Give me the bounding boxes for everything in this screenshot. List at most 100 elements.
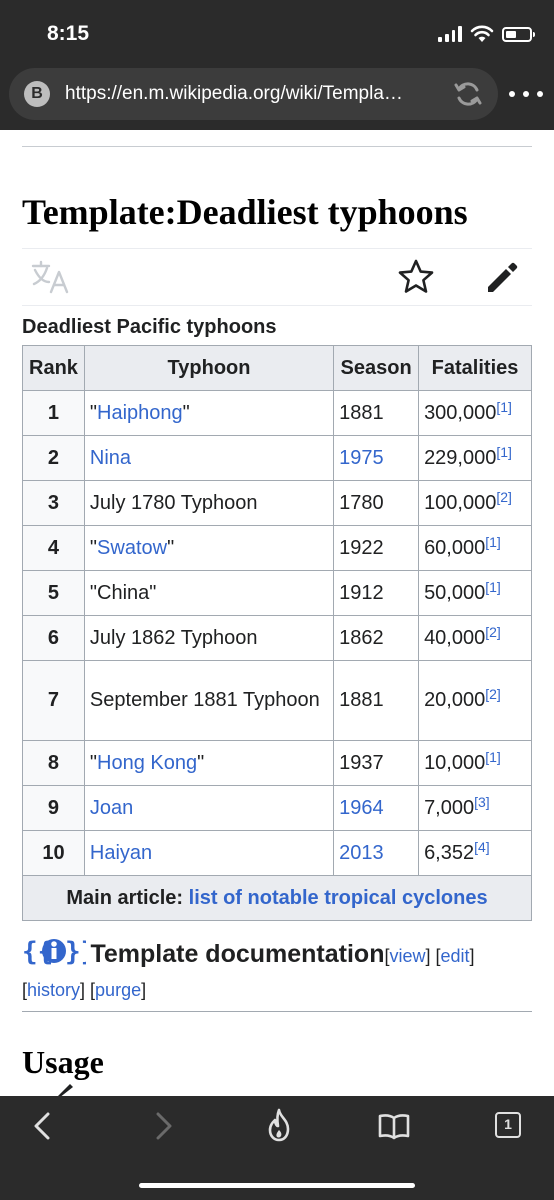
battery-icon	[502, 26, 535, 42]
season-link[interactable]: 2013	[339, 841, 384, 864]
season-cell: 1964	[333, 785, 420, 831]
rank-cell: 4	[22, 525, 85, 571]
more-dots-icon[interactable]	[509, 81, 543, 107]
doc-edit-link[interactable]: edit	[440, 946, 470, 966]
main-article-cell: Main article: list of notable tropical c…	[22, 875, 532, 921]
table-footer-row: Main article: list of notable tropical c…	[22, 875, 532, 921]
site-badge: B	[24, 81, 50, 107]
flame-icon[interactable]	[264, 1108, 294, 1142]
divider	[22, 248, 532, 249]
doc-links: [view] [edit]	[384, 946, 475, 966]
season-cell: 1937	[333, 740, 420, 786]
doc-view-link[interactable]: view	[389, 946, 426, 966]
divider	[22, 305, 532, 306]
typhoon-cell: "Swatow"	[83, 525, 335, 571]
divider	[22, 146, 532, 147]
rank-cell: 8	[22, 740, 85, 786]
table-row: 5 "China" 1912 50,000[1]	[22, 570, 532, 616]
doc-links-line2: [history] [purge]	[22, 980, 147, 1000]
typhoon-link[interactable]: Haiphong	[97, 401, 183, 424]
documentation-header: {{ }} Template documentation[view] [edit…	[22, 934, 475, 969]
reference-link[interactable]: [1]	[485, 748, 501, 765]
rank-cell: 6	[22, 615, 85, 661]
status-bar: 8:15	[0, 0, 554, 66]
reference-link[interactable]: [2]	[485, 623, 501, 640]
reference-link[interactable]: [3]	[474, 793, 490, 810]
header-season: Season	[333, 345, 420, 391]
table-row: 3 July 1780 Typhoon 1780 100,000[2]	[22, 480, 532, 526]
rank-cell: 1	[22, 390, 85, 436]
page-content: Template:Deadliest typhoons Deadliest Pa…	[0, 130, 554, 1096]
rank-cell: 9	[22, 785, 85, 831]
reference-link[interactable]: [1]	[496, 398, 512, 415]
cellular-signal-icon	[438, 26, 462, 42]
typhoon-cell: "Haiphong"	[83, 390, 335, 436]
rank-cell: 10	[22, 830, 85, 876]
tabs-icon[interactable]: 1	[495, 1112, 521, 1138]
season-cell: 2013	[333, 830, 420, 876]
edit-icon[interactable]	[484, 260, 520, 296]
forward-icon[interactable]	[152, 1112, 176, 1140]
season-link[interactable]: 1975	[339, 446, 384, 469]
typhoon-cell: Nina	[83, 435, 335, 481]
doc-history-link[interactable]: history	[27, 980, 81, 1000]
status-icons	[438, 22, 535, 46]
reference-link[interactable]: [2]	[485, 686, 501, 702]
table-caption: Deadliest Pacific typhoons	[22, 316, 277, 338]
fatalities-cell: 6,352[4]	[418, 830, 532, 876]
season-cell: 1881	[333, 660, 420, 741]
typhoon-link[interactable]: Joan	[89, 796, 134, 819]
header-typhoon: Typhoon	[83, 345, 335, 391]
reference-link[interactable]: [1]	[485, 533, 501, 550]
typhoon-cell: July 1862 Typhoon	[83, 615, 335, 661]
main-article-link[interactable]: list of notable tropical cyclones	[188, 886, 488, 909]
typhoon-cell: "China"	[83, 570, 335, 616]
reload-icon[interactable]	[452, 78, 484, 110]
table-row: 9 Joan 1964 7,000[3]	[22, 785, 532, 831]
fatalities-cell: 229,000[1]	[418, 435, 532, 481]
page-title: Template:Deadliest typhoons	[22, 192, 468, 232]
typhoon-cell: Joan	[83, 785, 335, 831]
season-cell: 1975	[333, 435, 420, 481]
season-cell: 1780	[333, 480, 420, 526]
tab-count: 1	[504, 1116, 512, 1132]
fatalities-cell: 40,000[2]	[418, 615, 532, 661]
back-icon[interactable]	[30, 1112, 54, 1140]
fatalities-cell: 100,000[2]	[418, 480, 532, 526]
url-text[interactable]: https://en.m.wikipedia.org/wiki/Templa…	[65, 83, 403, 104]
reference-link[interactable]: [4]	[474, 838, 490, 855]
battery-level	[506, 30, 516, 38]
url-bar[interactable]: B https://en.m.wikipedia.org/wiki/Templa…	[9, 68, 498, 120]
reference-link[interactable]: [2]	[496, 488, 512, 505]
rank-cell: 2	[22, 435, 85, 481]
table-row: 2 Nina 1975 229,000[1]	[22, 435, 532, 481]
browser-bottom-toolbar: 1	[0, 1096, 554, 1200]
table-row: 7 September 1881 Typhoon 1881 20,000[2]	[22, 660, 532, 741]
typhoon-link[interactable]: Nina	[89, 446, 132, 469]
table-row: 10 Haiyan 2013 6,352[4]	[22, 830, 532, 876]
documentation-title: Template documentation	[90, 940, 385, 968]
bookmarks-icon[interactable]	[378, 1112, 410, 1140]
status-time: 8:15	[47, 22, 90, 45]
star-icon[interactable]	[397, 258, 435, 296]
edit-icon[interactable]	[52, 1082, 74, 1096]
typhoon-link[interactable]: Hong Kong	[97, 751, 198, 774]
typhoon-link[interactable]: Haiyan	[89, 841, 153, 864]
usage-heading: Usage	[22, 1044, 104, 1080]
table-header-row: Rank Typhoon Season Fatalities	[22, 345, 532, 391]
wifi-icon	[470, 25, 494, 42]
reference-link[interactable]: [1]	[496, 443, 512, 460]
translate-icon[interactable]	[31, 260, 71, 294]
info-icon: {{ }}	[22, 937, 86, 967]
typhoon-cell: Haiyan	[83, 830, 335, 876]
season-link[interactable]: 1964	[339, 796, 384, 819]
typhoon-link[interactable]: Swatow	[97, 536, 168, 559]
reference-link[interactable]: [1]	[485, 578, 501, 595]
table-row: 8 "Hong Kong" 1937 10,000[1]	[22, 740, 532, 786]
svg-text:}}: }}	[65, 937, 86, 967]
fatalities-cell: 50,000[1]	[418, 570, 532, 616]
home-indicator[interactable]	[139, 1183, 415, 1188]
table-row: 6 July 1862 Typhoon 1862 40,000[2]	[22, 615, 532, 661]
rank-cell: 7	[22, 660, 85, 741]
doc-purge-link[interactable]: purge	[95, 980, 142, 1000]
